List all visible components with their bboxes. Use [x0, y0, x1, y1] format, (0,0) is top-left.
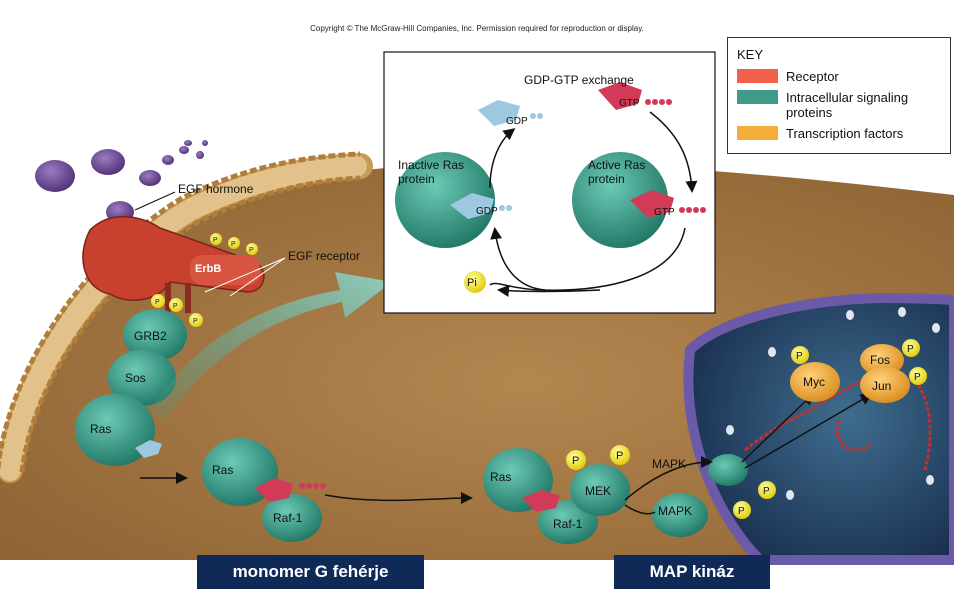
signaling-swatch — [737, 90, 778, 104]
key-item-signaling: Intracellular signaling proteins — [737, 90, 942, 120]
legend-key: KEY Receptor Intracellular signaling pro… — [727, 37, 951, 154]
sos-label: Sos — [125, 371, 146, 385]
svg-text:P: P — [249, 247, 254, 254]
phosphate-erbb-5: P — [169, 298, 183, 312]
phosphate-erbb-4: P — [151, 294, 165, 308]
gtp-bound — [630, 190, 674, 218]
svg-text:P: P — [914, 372, 921, 383]
myc-protein — [790, 362, 840, 402]
sos-protein — [108, 350, 176, 406]
erbb-label: ErbB — [195, 263, 221, 275]
key-item-transcription: Transcription factors — [737, 126, 903, 141]
key-title: KEY — [737, 47, 764, 62]
phosphate-mapk-1: P — [758, 481, 776, 499]
svg-text:P: P — [193, 318, 198, 325]
dna-strands — [744, 370, 932, 471]
ras-label-free: Ras — [212, 463, 233, 477]
active-ras-label: Active Ras protein — [588, 158, 646, 186]
nuclear-pores — [726, 307, 940, 500]
inactive-ras-protein — [395, 152, 495, 248]
mapk-protein-lower — [652, 493, 708, 537]
phosphate-erbb-3: P — [246, 243, 258, 255]
svg-text:P: P — [738, 506, 745, 517]
gtp-free — [598, 82, 642, 110]
phosphate-mek-2: P — [610, 445, 630, 465]
svg-text:P: P — [616, 450, 623, 462]
gtp-label-free: GTP — [619, 98, 640, 109]
phosphate-jun: P — [909, 367, 927, 385]
svg-text:P: P — [213, 237, 218, 244]
gdp-gtp-exchange-label: GDP-GTP exchange — [524, 73, 634, 87]
mapk-protein-upper — [708, 454, 748, 486]
phosphate-mapk-2: P — [733, 501, 751, 519]
svg-text:P: P — [173, 303, 178, 310]
phosphate-erbb-6: P — [189, 313, 203, 327]
key-item-receptor: Receptor — [737, 69, 839, 84]
egf-receptor-label: EGF receptor — [288, 249, 360, 263]
banner-map-kinase: MAP kináz — [614, 555, 770, 589]
mek-label: MEK — [585, 484, 611, 498]
mapk-label-lower: MAPK — [658, 504, 692, 518]
phosphate-groups: P P P P P P P P P P P P P — [151, 233, 927, 519]
active-ras-protein — [572, 152, 668, 248]
jun-protein — [860, 367, 910, 403]
raf1-label-free: Raf-1 — [273, 511, 303, 525]
egf-receptor-erbb — [82, 215, 265, 313]
inset-ras-cycle — [383, 51, 716, 314]
transcription-swatch — [737, 126, 778, 140]
gtp-molecule-ras — [255, 478, 293, 502]
jun-label: Jun — [872, 379, 891, 393]
key-label-receptor: Receptor — [786, 69, 839, 84]
egf-hormone-molecules — [35, 140, 208, 223]
phosphate-fos: P — [902, 339, 920, 357]
fos-label: Fos — [870, 353, 890, 367]
zoom-arrow — [150, 272, 392, 420]
pi-molecule — [464, 271, 486, 293]
svg-text:P: P — [763, 486, 770, 497]
svg-text:P: P — [572, 455, 579, 467]
pi-label: Pi — [467, 277, 477, 289]
phosphate-erbb-2: P — [228, 237, 240, 249]
key-label-transcription: Transcription factors — [786, 126, 904, 141]
ras-label-complex: Ras — [490, 470, 511, 484]
gdp-free — [478, 100, 520, 126]
gdp-label-free: GDP — [506, 116, 528, 127]
raf1-label-complex: Raf-1 — [553, 517, 583, 531]
gdp-molecule-membrane — [135, 440, 162, 458]
gtp-label-bound: GTP — [654, 207, 675, 218]
ras-label-membrane: Ras — [90, 422, 111, 436]
inactive-ras-label: Inactive Ras protein — [398, 158, 465, 186]
svg-text:P: P — [231, 241, 236, 248]
phosphate-erbb-1: P — [210, 233, 222, 245]
grb2-label: GRB2 — [134, 329, 167, 343]
gdp-label-bound: GDP — [476, 206, 498, 217]
key-label-signaling: Intracellular signaling proteins — [786, 90, 909, 120]
svg-text:P: P — [796, 351, 803, 362]
svg-text:P: P — [907, 344, 914, 355]
phosphate-mek-1: P — [566, 450, 586, 470]
egf-hormone-label-line1: EGF hormone — [178, 182, 254, 196]
mapk-label-upper: MAPK — [652, 457, 686, 471]
gdp-bound — [450, 193, 494, 219]
phosphate-myc: P — [791, 346, 809, 364]
svg-text:P: P — [155, 299, 160, 306]
copyright-notice: Copyright © The McGraw-Hill Companies, I… — [310, 24, 644, 33]
banner-monomer-g-protein: monomer G fehérje — [197, 555, 424, 589]
myc-label: Myc — [803, 375, 825, 389]
grb2-protein — [123, 309, 187, 361]
receptor-swatch — [737, 69, 778, 83]
